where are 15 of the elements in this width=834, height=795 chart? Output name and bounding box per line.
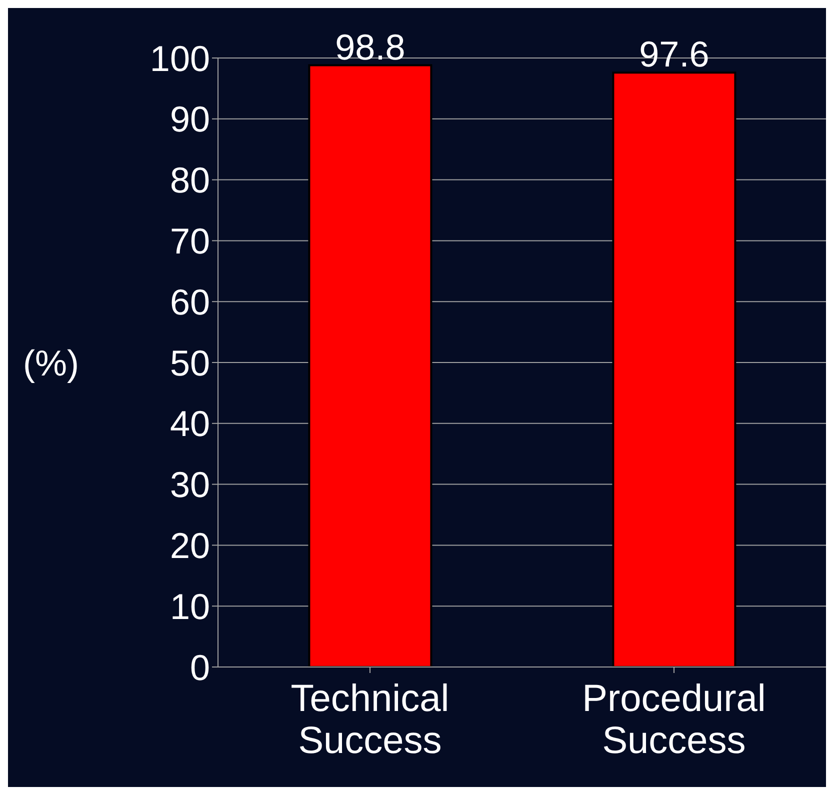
y-tick-label: 20 [170, 524, 210, 566]
y-tick-label: 80 [170, 160, 210, 201]
data-label: 98.8 [335, 26, 406, 68]
y-tick-label: 0 [190, 646, 210, 688]
x-tick-label: Technical Success [290, 678, 450, 762]
y-tick-label: 70 [170, 220, 210, 262]
y-tick-label: 100 [150, 38, 210, 79]
x-tick-label: Procedural Success [582, 678, 766, 762]
y-tick-label: 50 [170, 342, 210, 384]
y-tick-label: 10 [170, 586, 210, 627]
y-tick-label: 60 [170, 281, 210, 322]
y-tick-label: 30 [170, 464, 210, 506]
y-tick-label: 90 [170, 98, 210, 140]
y-axis-title: (%) [23, 342, 79, 384]
y-tick-label: 40 [170, 403, 210, 444]
